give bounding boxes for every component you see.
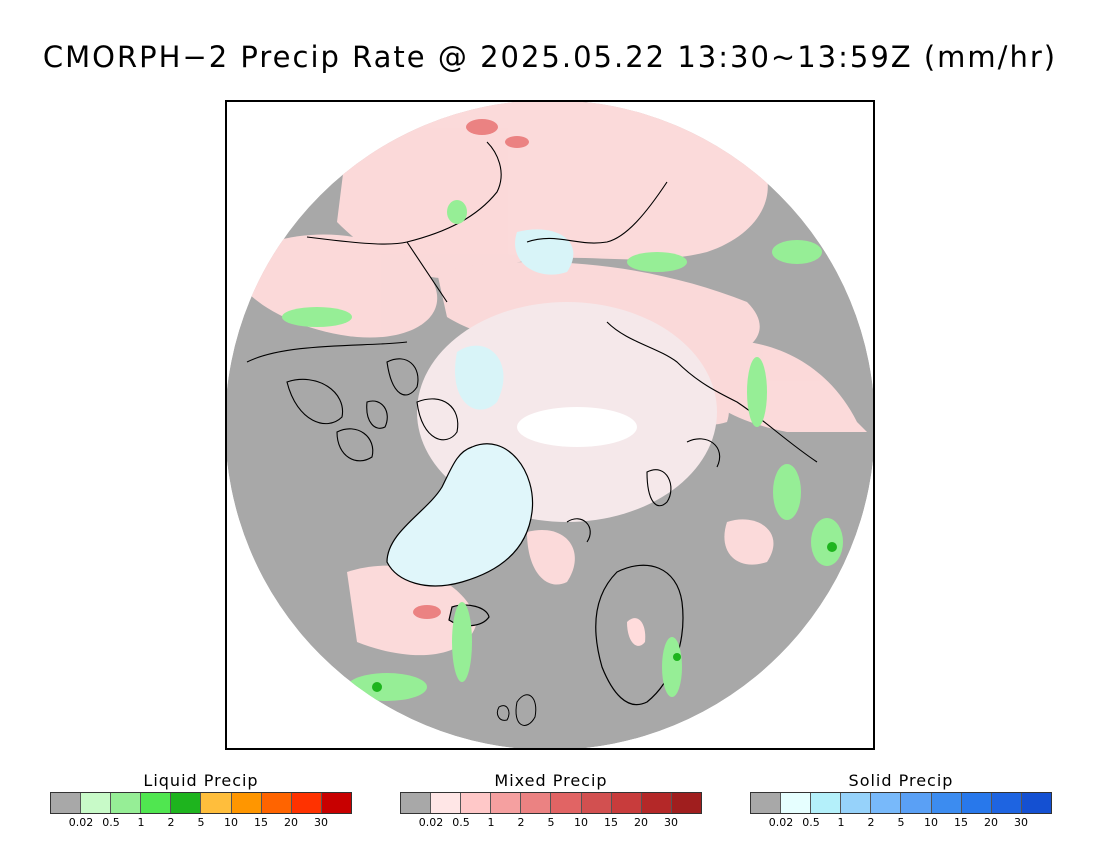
legend-tick-label: 30 xyxy=(664,816,678,829)
legend-swatch xyxy=(931,793,962,813)
legend-tick-label: 1 xyxy=(487,816,495,829)
legend-solid-ticks: 0.02 0.5 1 2 5 10 15 20 30 xyxy=(750,814,1052,830)
legend-tick-label: 30 xyxy=(314,816,328,829)
legend-liquid-ticks: 0.02 0.5 1 2 5 10 15 20 30 xyxy=(50,814,352,830)
legend-swatch xyxy=(491,793,522,813)
legend-tick-label: 0.02 xyxy=(68,816,94,829)
legend-tick-label: 5 xyxy=(547,816,555,829)
polar-map xyxy=(225,100,875,750)
legend-tick-label: 10 xyxy=(924,816,938,829)
legend-tick-label: 1 xyxy=(137,816,145,829)
legend-liquid-title: Liquid Precip xyxy=(143,771,259,790)
legend-swatch xyxy=(841,793,872,813)
legend-swatch xyxy=(521,793,552,813)
legend-swatch xyxy=(581,793,612,813)
legend-mixed: Mixed Precip 0.02 0.5 1 2 5 10 15 20 30 xyxy=(400,770,702,830)
legend-tick-label: 5 xyxy=(197,816,205,829)
legend-liquid-colorbar xyxy=(50,792,352,814)
legend-swatch xyxy=(231,793,262,813)
legend-tick-label: 0.5 xyxy=(452,816,470,829)
legend-swatch xyxy=(611,793,642,813)
legend-swatch xyxy=(781,793,812,813)
legend-tick-label: 20 xyxy=(984,816,998,829)
legend-tick-label: 0.5 xyxy=(102,816,120,829)
legend-swatch xyxy=(671,793,701,813)
map-title: CMORPH−2 Precip Rate @ 2025.05.22 13:30~… xyxy=(42,40,1058,74)
legend-swatch xyxy=(141,793,172,813)
legend-swatch xyxy=(901,793,932,813)
legend-swatch xyxy=(461,793,492,813)
legend-swatch xyxy=(991,793,1022,813)
legend-tick-label: 2 xyxy=(167,816,175,829)
legend-swatch xyxy=(291,793,322,813)
legend-tick-label: 0.5 xyxy=(802,816,820,829)
legend-tick-label: 2 xyxy=(517,816,525,829)
heavier-liquid-precip xyxy=(372,542,837,692)
legend-swatch xyxy=(261,793,292,813)
legend-swatch xyxy=(871,793,902,813)
legend-swatch xyxy=(111,793,142,813)
legend-solid-title: Solid Precip xyxy=(848,771,954,790)
legend-tick-label: 0.02 xyxy=(768,816,794,829)
legend-swatch xyxy=(401,793,432,813)
legend-tick-label: 20 xyxy=(634,816,648,829)
legend-tick-label: 15 xyxy=(254,816,268,829)
legend-swatch xyxy=(811,793,842,813)
canadian-archipelago xyxy=(246,341,459,462)
legend-tick-label: 30 xyxy=(1014,816,1028,829)
legend-swatch xyxy=(1021,793,1051,813)
legend-tick-label: 20 xyxy=(284,816,298,829)
legend-tick-label: 10 xyxy=(224,816,238,829)
legend-mixed-ticks: 0.02 0.5 1 2 5 10 15 20 30 xyxy=(400,814,702,830)
legend-swatch xyxy=(551,793,582,813)
legend-tick-label: 10 xyxy=(574,816,588,829)
alaska-coast xyxy=(306,141,668,303)
legend-swatch xyxy=(961,793,992,813)
heavier-mixed-precip xyxy=(413,119,529,619)
legend-mixed-title: Mixed Precip xyxy=(494,771,608,790)
liquid-precip-regions xyxy=(282,200,843,701)
legend-tick-label: 15 xyxy=(604,816,618,829)
legend-tick-label: 1 xyxy=(837,816,845,829)
legend-liquid: Liquid Precip 0.02 0.5 1 2 5 10 15 20 30 xyxy=(50,770,352,830)
legend-mixed-colorbar xyxy=(400,792,702,814)
legend-tick-label: 2 xyxy=(867,816,875,829)
legend-solid-colorbar xyxy=(750,792,1052,814)
legend-swatch xyxy=(641,793,672,813)
legend-tick-label: 5 xyxy=(897,816,905,829)
legend-swatch xyxy=(321,793,351,813)
legend-swatch xyxy=(431,793,462,813)
legend-tick-label: 15 xyxy=(954,816,968,829)
legend-tick-label: 0.02 xyxy=(418,816,444,829)
siberia-coast xyxy=(566,321,818,543)
legend-solid: Solid Precip 0.02 0.5 1 2 5 10 15 20 30 xyxy=(750,770,1052,830)
greenland xyxy=(386,443,534,587)
legend-swatch xyxy=(201,793,232,813)
legend-swatch xyxy=(751,793,782,813)
legend-swatch xyxy=(81,793,112,813)
legend-swatch xyxy=(171,793,202,813)
legend-swatch xyxy=(51,793,82,813)
